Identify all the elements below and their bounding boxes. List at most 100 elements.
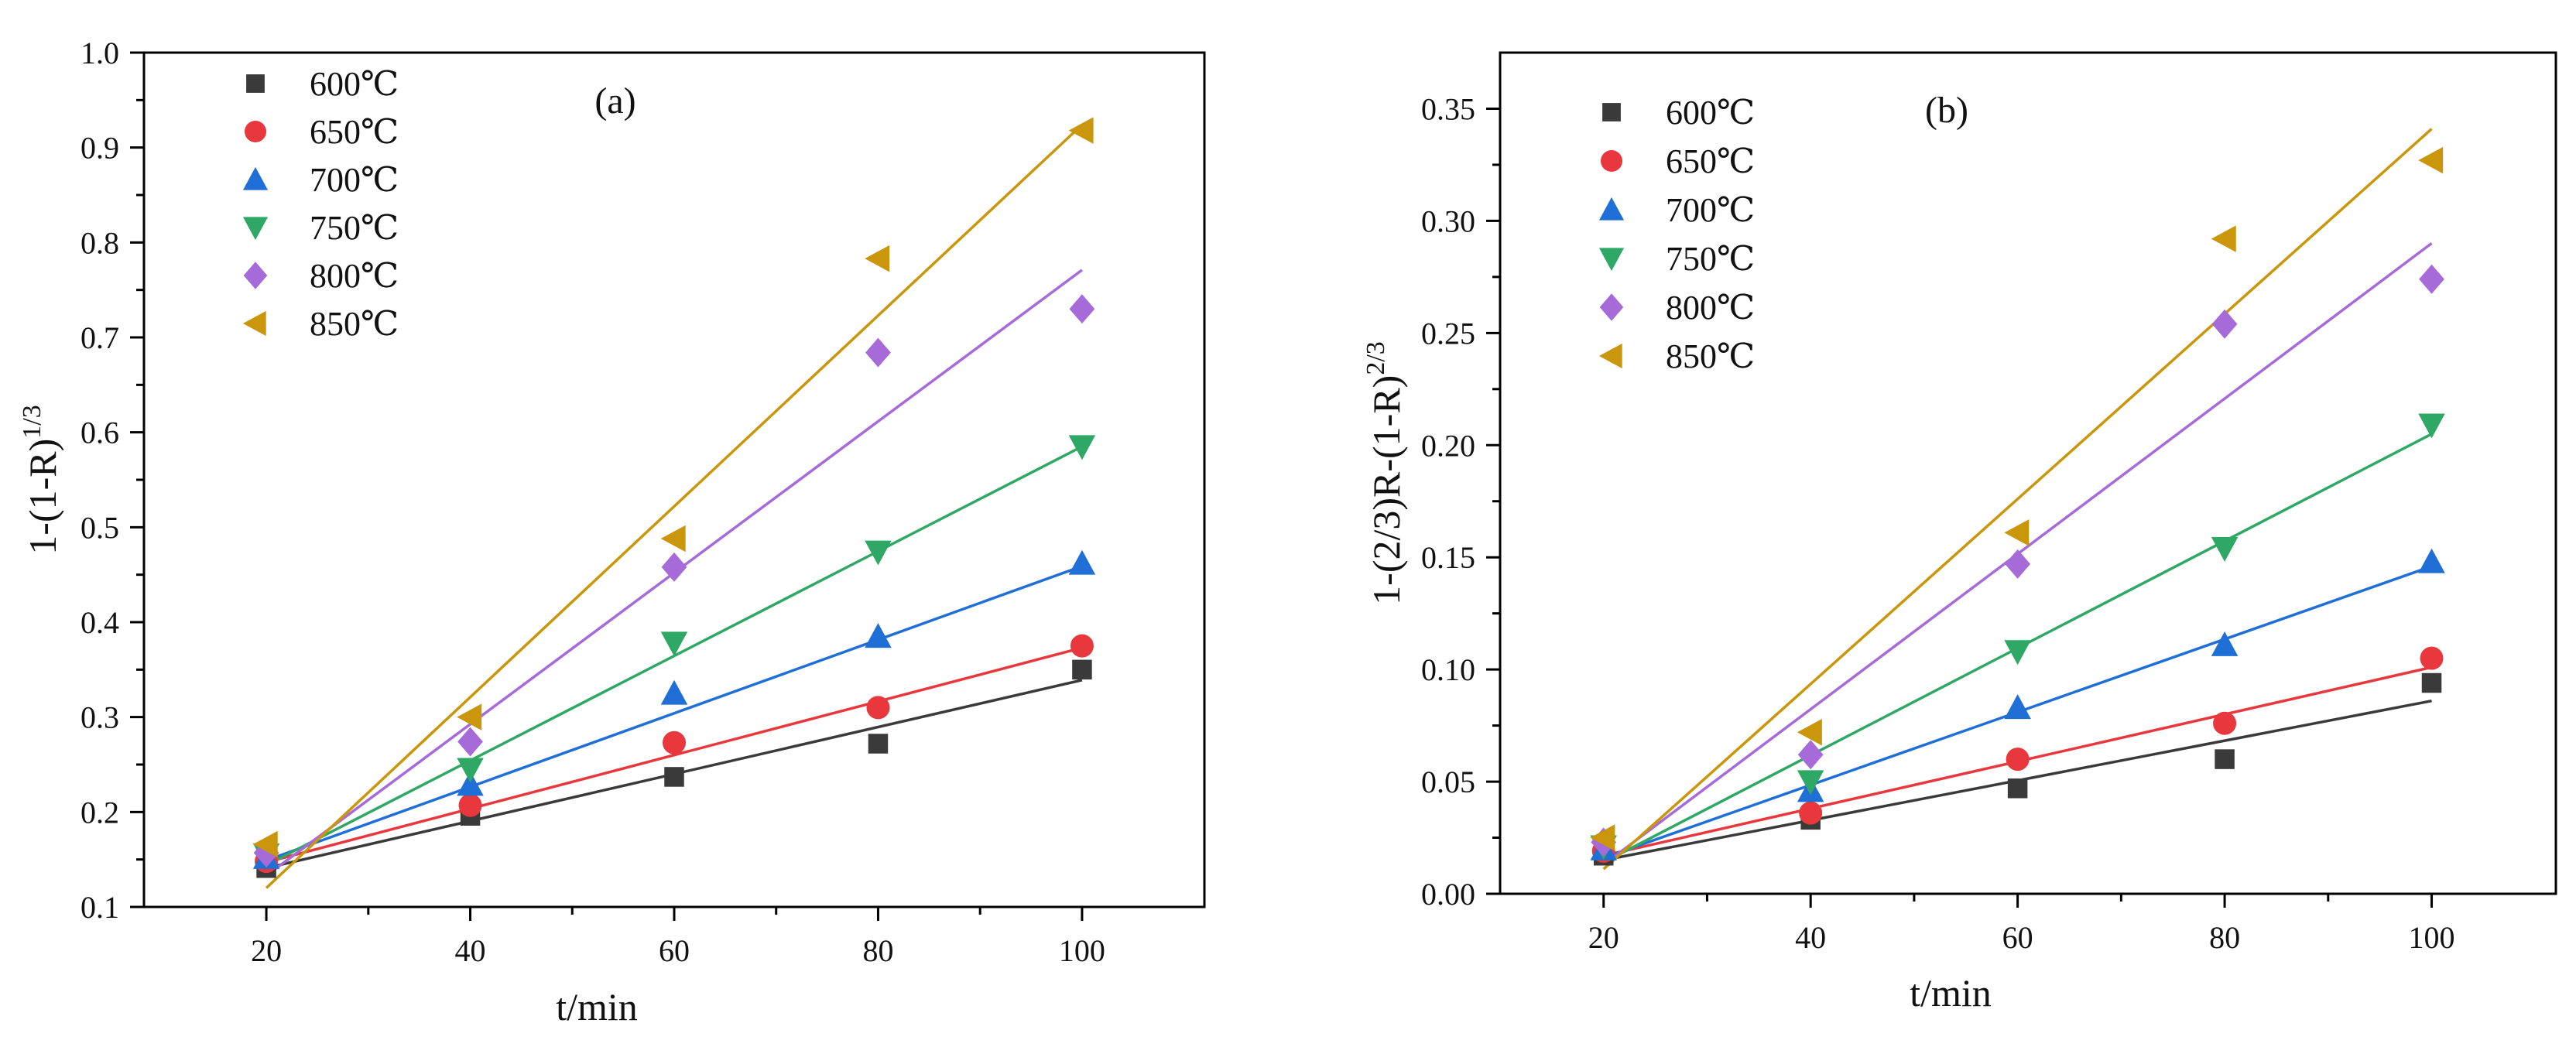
data-point-650	[663, 731, 686, 754]
data-point-850	[1068, 117, 1094, 144]
data-point-650	[458, 793, 482, 817]
legend-label-850: 850℃	[310, 305, 399, 343]
plot-frame	[1499, 51, 2557, 895]
x-tick-label: 60	[659, 933, 690, 968]
legend-marker-850	[242, 310, 266, 337]
legend-label-750: 750℃	[310, 209, 399, 247]
y-tick-label: 0.3	[80, 700, 119, 735]
legend-marker-600	[246, 74, 265, 93]
y-tick-label: 0.00	[1421, 877, 1475, 912]
data-point-700	[660, 679, 688, 705]
legend-marker-750	[1598, 248, 1625, 272]
data-point-850	[457, 703, 482, 731]
legend-marker-650	[1601, 150, 1622, 172]
y-tick-label: 0.4	[80, 605, 119, 640]
legend-label-600: 600℃	[1666, 94, 1755, 132]
legend-label-850: 850℃	[1666, 337, 1755, 375]
legend-label-800: 800℃	[310, 257, 399, 295]
data-point-650	[2213, 711, 2237, 735]
x-tick-label: 80	[2209, 920, 2240, 955]
data-point-850	[2004, 519, 2030, 546]
data-point-750	[865, 540, 892, 566]
data-point-600	[868, 734, 889, 754]
x-tick-label: 20	[1588, 920, 1619, 955]
legend-marker-800	[243, 262, 268, 289]
data-point-700	[865, 623, 892, 648]
y-tick-label: 0.5	[80, 510, 119, 545]
x-tick-label: 60	[2002, 920, 2033, 955]
x-axis-title: t/min	[1910, 971, 1992, 1014]
data-point-600	[2007, 778, 2028, 799]
data-point-850	[2211, 225, 2236, 252]
data-point-650	[2420, 646, 2444, 670]
y-tick-label: 0.05	[1421, 765, 1475, 799]
data-point-750	[2418, 413, 2445, 439]
data-point-750	[1068, 435, 1096, 460]
y-tick-label: 1.0	[80, 36, 119, 70]
legend-marker-650	[245, 121, 266, 142]
data-point-600	[1072, 659, 1092, 680]
legend-label-650: 650℃	[310, 113, 399, 151]
panel-label: (b)	[1925, 90, 1968, 131]
fit-line-700	[265, 564, 1083, 862]
y-tick-label: 0.1	[80, 890, 119, 925]
data-point-750	[660, 631, 688, 657]
legend-marker-800	[1599, 293, 1624, 321]
data-point-600	[664, 767, 684, 787]
legend-marker-600	[1602, 103, 1621, 121]
legend-marker-700	[1598, 197, 1625, 221]
y-tick-label: 0.8	[80, 225, 119, 260]
data-point-850	[865, 245, 890, 272]
data-point-700	[457, 771, 484, 796]
data-point-800	[2005, 549, 2031, 579]
x-axis-title: t/min	[556, 985, 638, 1028]
y-tick-label: 0.35	[1421, 91, 1475, 126]
legend-label-650: 650℃	[1666, 142, 1755, 180]
x-tick-label: 40	[455, 933, 486, 968]
y-tick-label: 0.25	[1421, 316, 1475, 351]
data-point-700	[1068, 549, 1096, 575]
data-point-850	[252, 830, 278, 858]
y-tick-label: 0.20	[1421, 428, 1475, 463]
data-point-650	[1070, 634, 1094, 658]
y-tick-label: 0.10	[1421, 652, 1475, 687]
data-point-850	[2418, 146, 2444, 174]
data-point-750	[2211, 536, 2239, 562]
x-tick-label: 80	[862, 933, 893, 968]
y-tick-label: 0.2	[80, 795, 119, 830]
chart-panel-a: 20 40 60 80 100 0.1 0.2 0.3 0.4 0.5 0.6 0.7 0.8 0.9 1.…	[18, 36, 1206, 1028]
legend-label-800: 800℃	[1666, 289, 1755, 327]
x-tick-label: 100	[1059, 933, 1105, 968]
legend-marker-850	[1598, 343, 1622, 369]
data-point-800	[865, 337, 891, 368]
y-axis-title: 1-(1-R)1/3	[18, 405, 64, 554]
data-point-750	[1797, 770, 1824, 796]
legend-label-600: 600℃	[310, 65, 399, 103]
y-tick-label: 0.9	[80, 131, 119, 166]
legend-label-700: 700℃	[1666, 191, 1755, 229]
data-point-800	[2211, 309, 2238, 339]
data-point-650	[1799, 801, 1823, 825]
legend-marker-750	[242, 217, 269, 241]
fit-line-850	[265, 123, 1084, 889]
panel-label: (a)	[594, 80, 635, 121]
data-point-650	[866, 696, 890, 720]
legend-label-700: 700℃	[310, 161, 399, 199]
x-tick-label: 20	[251, 933, 282, 968]
data-point-850	[1590, 824, 1615, 851]
legend-label-750: 750℃	[1666, 240, 1755, 278]
data-point-700	[2211, 631, 2239, 656]
data-point-700	[2418, 548, 2445, 573]
y-tick-label: 0.7	[80, 320, 119, 355]
fit-line-650	[265, 646, 1083, 864]
data-point-800	[2419, 264, 2444, 294]
x-tick-label: 100	[2409, 920, 2455, 955]
data-point-850	[660, 525, 686, 553]
data-point-600	[2421, 672, 2442, 693]
data-point-850	[1797, 719, 1822, 746]
data-point-800	[661, 552, 687, 582]
fit-line-850	[1602, 128, 2433, 871]
y-tick-label: 0.15	[1421, 540, 1475, 575]
data-point-600	[2215, 749, 2235, 769]
